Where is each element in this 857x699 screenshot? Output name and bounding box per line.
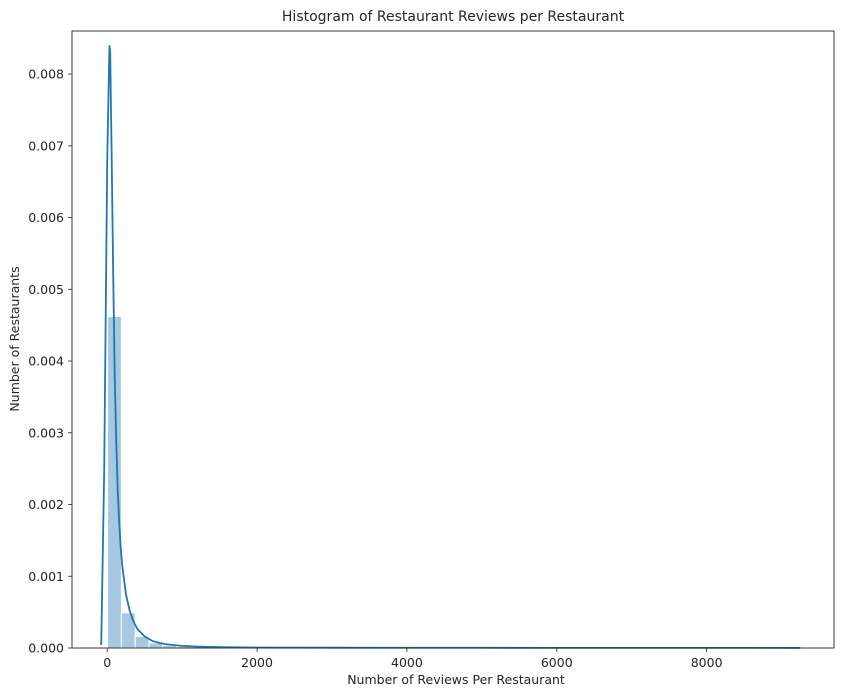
y-tick-label: 0.002: [28, 497, 64, 512]
x-axis-label: Number of Reviews Per Restaurant: [347, 672, 565, 687]
chart-title: Histogram of Restaurant Reviews per Rest…: [282, 9, 625, 25]
y-tick-label: 0.007: [28, 138, 64, 153]
y-tick-label: 0.001: [28, 569, 64, 584]
y-axis-label: Number of Restaurants: [7, 266, 22, 411]
y-tick-label: 0.000: [28, 641, 64, 656]
x-tick-label: 0: [103, 655, 111, 670]
kde-line: [101, 45, 800, 648]
x-tick-label: 8000: [691, 655, 723, 670]
y-axis-ticks: 0.000 0.001 0.002 0.003 0.004 0.005 0.006 0.007…: [28, 67, 72, 656]
y-tick-label: 0.008: [28, 67, 64, 82]
y-tick-label: 0.003: [28, 425, 64, 440]
x-tick-label: 2000: [241, 655, 273, 670]
x-tick-label: 4000: [391, 655, 423, 670]
plot-frame: [72, 31, 834, 648]
x-tick-label: 6000: [541, 655, 573, 670]
histogram-bars: [108, 317, 246, 648]
y-tick-label: 0.006: [28, 210, 64, 225]
x-axis-ticks: 0 2000 4000 6000 8000: [103, 648, 722, 670]
y-tick-label: 0.005: [28, 282, 64, 297]
y-tick-label: 0.004: [28, 354, 64, 369]
